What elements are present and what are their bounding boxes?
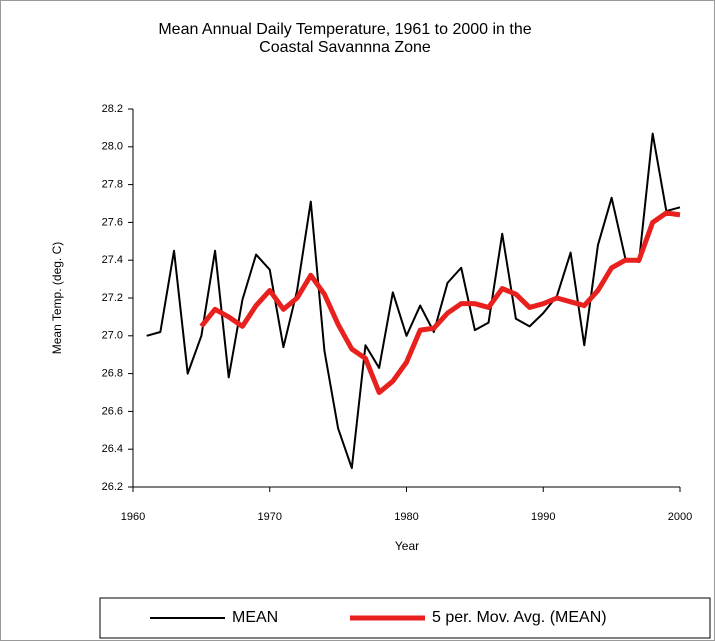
- chart-title: Mean Annual Daily Temperature, 1961 to 2…: [158, 21, 531, 38]
- x-tick-label: 1990: [531, 511, 555, 523]
- legend-label: 5 per. Mov. Avg. (MEAN): [432, 609, 607, 626]
- x-tick-label: 2000: [668, 511, 692, 523]
- y-axis-label: Mean Temp. (deg. C): [50, 242, 64, 355]
- y-tick-label: 26.6: [102, 405, 123, 417]
- legend-label: MEAN: [232, 609, 278, 626]
- y-tick-label: 28.2: [102, 103, 123, 115]
- y-tick-label: 26.2: [102, 481, 123, 493]
- y-tick-label: 26.4: [102, 443, 123, 455]
- y-tick-label: 28.0: [102, 141, 123, 153]
- y-tick-label: 27.2: [102, 292, 123, 304]
- x-tick-label: 1980: [394, 511, 418, 523]
- x-tick-label: 1960: [121, 511, 145, 523]
- x-tick-label: 1970: [258, 511, 282, 523]
- chart-title: Coastal Savannna Zone: [259, 39, 431, 56]
- x-axis-label: Year: [395, 539, 419, 553]
- y-tick-label: 27.4: [102, 254, 123, 266]
- y-tick-label: 27.8: [102, 179, 123, 191]
- y-tick-label: 26.8: [102, 368, 123, 380]
- line-series: [199, 210, 681, 395]
- y-tick-label: 27.6: [102, 216, 123, 228]
- y-tick-label: 27.0: [102, 330, 123, 342]
